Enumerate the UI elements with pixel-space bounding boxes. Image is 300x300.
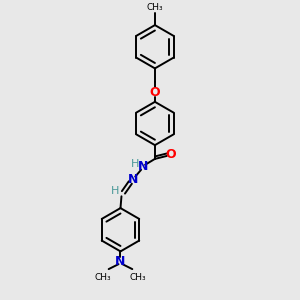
- Text: H: H: [110, 186, 119, 197]
- Text: CH₃: CH₃: [94, 273, 111, 282]
- Text: H: H: [131, 159, 140, 169]
- Text: O: O: [165, 148, 176, 161]
- Text: CH₃: CH₃: [130, 273, 146, 282]
- Text: N: N: [138, 160, 148, 173]
- Text: CH₃: CH₃: [147, 3, 163, 12]
- Text: N: N: [115, 255, 126, 268]
- Text: O: O: [150, 85, 160, 98]
- Text: N: N: [128, 173, 139, 186]
